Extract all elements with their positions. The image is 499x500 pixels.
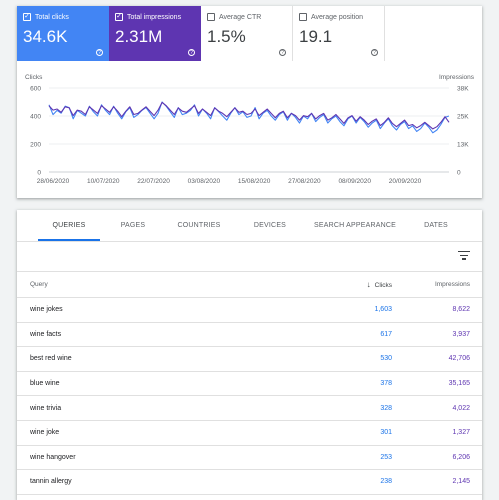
table-header: Query ↓ Clicks Impressions — [17, 272, 482, 298]
checkbox-unchecked-icon[interactable] — [207, 13, 215, 21]
right-axis-label: Impressions — [439, 74, 475, 81]
x-tick-label: 15/08/2020 — [238, 178, 271, 185]
impressions-cell: 1,327 — [452, 429, 470, 437]
clicks-cell: 617 — [380, 330, 392, 338]
query-cell: wine trivia — [30, 404, 62, 412]
tab-devices[interactable]: DEVICES — [253, 222, 287, 229]
checkbox-checked-icon[interactable]: ✓ — [115, 13, 123, 21]
tab-queries[interactable]: QUERIES — [38, 210, 100, 241]
metric-cards: ✓ Total clicks 34.6K ? ✓ Total impressions… — [17, 6, 482, 61]
help-icon[interactable]: ? — [279, 49, 286, 56]
impressions-cell: 3,937 — [452, 330, 470, 338]
help-icon[interactable]: ? — [96, 49, 103, 56]
performance-chart: Clicks Impressions 600 400 200 0 38K 25K 13K 0… — [25, 74, 475, 185]
checkbox-checked-icon[interactable]: ✓ — [23, 13, 31, 21]
table-row[interactable]: wine jokes 1,603 8,622 — [17, 298, 482, 323]
impressions-cell: 6,206 — [452, 453, 470, 461]
column-header-clicks-label: Clicks — [374, 282, 392, 289]
left-tick-label: 0 — [37, 170, 41, 177]
metric-label: Average position — [311, 13, 364, 21]
column-header-impressions[interactable]: Impressions — [434, 281, 470, 288]
left-tick-label: 200 — [30, 142, 41, 149]
chart-series — [48, 101, 450, 134]
table-row[interactable]: wine trivia 328 4,022 — [17, 396, 482, 421]
impressions-cell: 8,622 — [452, 306, 470, 314]
metric-label: Total impressions — [127, 13, 182, 21]
right-tick-label: 25K — [457, 114, 469, 121]
x-axis-ticks: 28/06/2020 10/07/2020 22/07/2020 03/08/2020… — [37, 178, 422, 185]
metric-value: 34.6K — [23, 27, 68, 46]
left-tick-label: 400 — [30, 114, 41, 121]
metric-total-clicks[interactable]: ✓ Total clicks 34.6K ? — [17, 6, 109, 61]
impressions-cell: 4,022 — [452, 404, 470, 412]
x-tick-label: 08/09/2020 — [338, 178, 371, 185]
checkbox-unchecked-icon[interactable] — [299, 13, 307, 21]
x-tick-label: 20/09/2020 — [389, 178, 422, 185]
results-table-card: QUERIES PAGES COUNTRIES DEVICES SEARCH A… — [17, 210, 482, 500]
clicks-cell: 1,603 — [374, 306, 392, 314]
tab-countries[interactable]: COUNTRIES — [177, 222, 221, 229]
tab-dates[interactable]: DATES — [424, 222, 448, 229]
x-tick-label: 22/07/2020 — [137, 178, 170, 185]
right-tick-label: 38K — [457, 86, 469, 93]
query-cell: tannin allergy — [30, 478, 72, 486]
left-tick-label: 600 — [30, 86, 41, 93]
right-axis-ticks: 38K 25K 13K 0 — [457, 86, 469, 177]
metric-label: Average CTR — [219, 13, 262, 21]
right-tick-label: 0 — [457, 170, 461, 177]
table-row[interactable]: wine hangover 253 6,206 — [17, 446, 482, 471]
column-header-clicks[interactable]: ↓ Clicks — [337, 280, 392, 289]
metric-value: 2.31M — [115, 27, 163, 46]
x-tick-label: 28/06/2020 — [37, 178, 70, 185]
metric-value: 19.1 — [299, 27, 333, 46]
chart-grid — [49, 87, 449, 173]
metric-total-impressions[interactable]: ✓ Total impressions 2.31M ? — [109, 6, 201, 61]
query-cell: best red wine — [30, 355, 72, 363]
impressions-cell: 35,165 — [448, 380, 470, 388]
clicks-cell: 530 — [380, 355, 392, 363]
impressions-cell: 42,706 — [448, 355, 470, 363]
x-tick-label: 27/08/2020 — [288, 178, 321, 185]
help-icon[interactable]: ? — [371, 49, 378, 56]
dimension-tabs: QUERIES PAGES COUNTRIES DEVICES SEARCH A… — [17, 210, 482, 242]
x-tick-label: 10/07/2020 — [87, 178, 120, 185]
query-cell: wine hangover — [30, 453, 76, 461]
table-row[interactable]: best red wine 530 42,706 — [17, 347, 482, 372]
query-cell: wine facts — [30, 330, 62, 338]
filter-bar — [17, 242, 482, 272]
left-axis-label: Clicks — [25, 74, 43, 81]
clicks-series-line — [48, 101, 450, 134]
metric-average-position[interactable]: Average position 19.1 ? — [293, 6, 385, 61]
clicks-cell: 238 — [380, 478, 392, 486]
left-axis-ticks: 600 400 200 0 — [30, 86, 41, 177]
metric-value: 1.5% — [207, 27, 246, 46]
query-cell: wine jokes — [30, 306, 63, 314]
clicks-cell: 378 — [380, 380, 392, 388]
table-row[interactable]: tannin allergy 238 2,145 — [17, 470, 482, 495]
clicks-cell: 328 — [380, 404, 392, 412]
clicks-cell: 301 — [380, 429, 392, 437]
query-cell: blue wine — [30, 380, 60, 388]
clicks-cell: 253 — [380, 453, 392, 461]
impressions-cell: 2,145 — [452, 478, 470, 486]
x-tick-label: 03/08/2020 — [188, 178, 221, 185]
metric-average-ctr[interactable]: Average CTR 1.5% ? — [201, 6, 293, 61]
filter-icon[interactable] — [458, 251, 470, 261]
performance-card: ✓ Total clicks 34.6K ? ✓ Total impressions… — [17, 6, 482, 198]
tab-search-appearance[interactable]: SEARCH APPEARANCE — [314, 222, 396, 229]
sort-arrow-icon: ↓ — [366, 280, 371, 289]
impressions-series-line — [48, 101, 450, 130]
table-row[interactable]: blue wine 378 35,165 — [17, 372, 482, 397]
column-header-query[interactable]: Query — [30, 281, 48, 288]
table-row[interactable]: wine facts 617 3,937 — [17, 323, 482, 348]
metric-label: Total clicks — [35, 13, 69, 21]
table-body: wine jokes 1,603 8,622 wine facts 617 3,937 … — [17, 298, 482, 495]
tab-pages[interactable]: PAGES — [120, 222, 146, 229]
help-icon[interactable]: ? — [188, 49, 195, 56]
query-cell: wine joke — [30, 429, 60, 437]
table-row[interactable]: wine joke 301 1,327 — [17, 421, 482, 446]
right-tick-label: 13K — [457, 142, 469, 149]
